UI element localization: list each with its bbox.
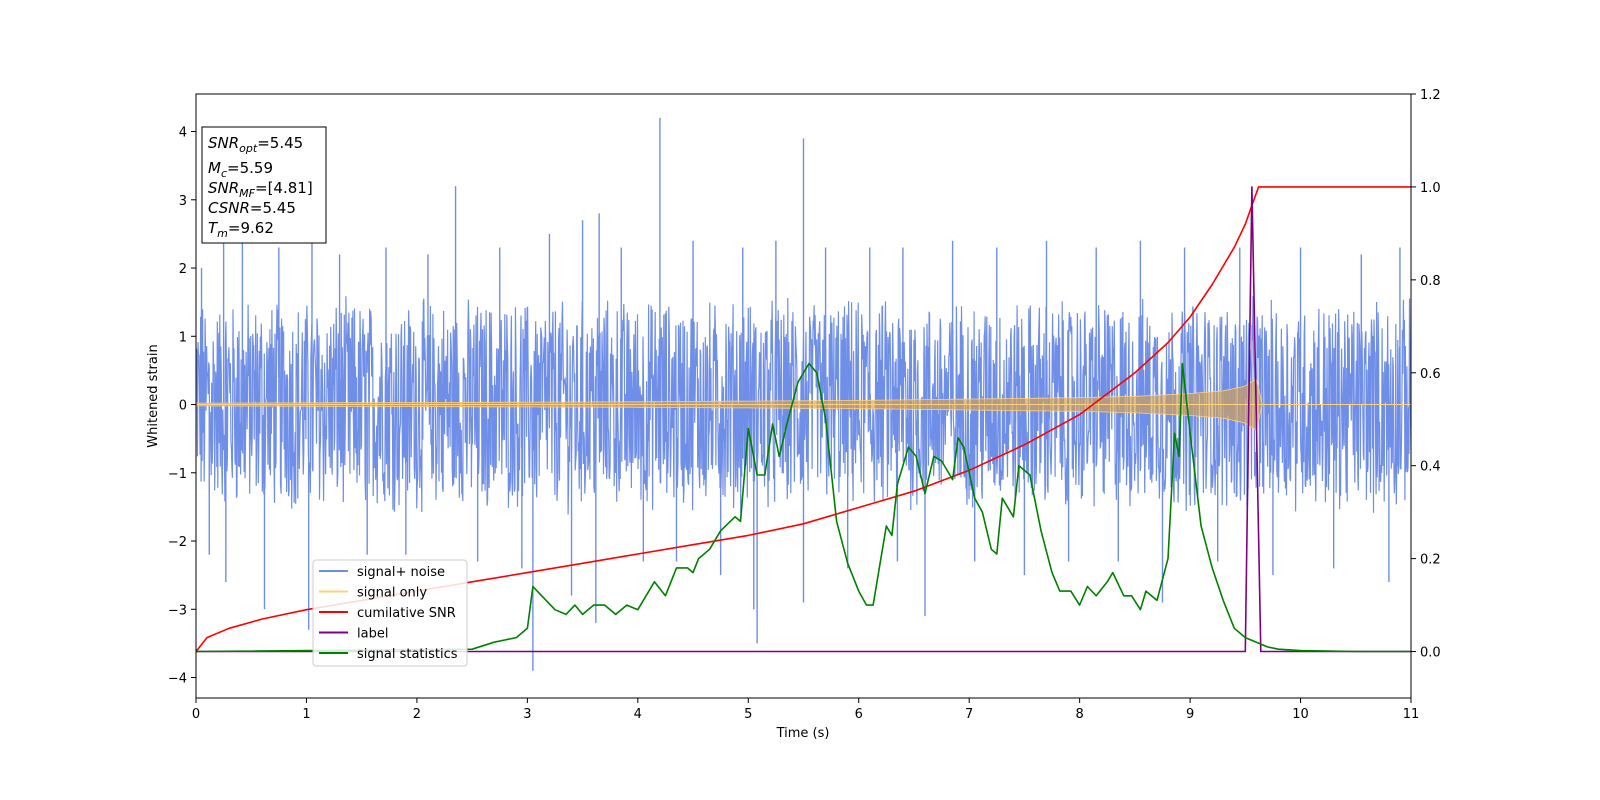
- x-tick-label: 11: [1403, 707, 1420, 722]
- legend-label: signal only: [357, 586, 427, 601]
- x-tick-label: 5: [744, 707, 752, 722]
- y-axis-label: Whitened strain: [146, 344, 161, 447]
- y2-tick-label: 1.2: [1420, 88, 1441, 103]
- annotation-symbol: CSNR: [208, 199, 250, 217]
- y-axis-ticks: 4 3 2 1 0 −1 −2 −3 −4: [168, 126, 196, 687]
- annotation-value: =9.62: [228, 219, 274, 237]
- legend-label: label: [357, 627, 388, 642]
- y2-tick-label: 0.2: [1420, 553, 1441, 568]
- y2-tick-label: 0.4: [1420, 460, 1441, 475]
- annotation-frame: [201, 126, 327, 244]
- annotation-box: SNRopt=5.45Mc=5.59SNRMF=[4.81]CSNR=5.45T…: [201, 126, 327, 244]
- y2-tick-label: 0.6: [1420, 367, 1441, 382]
- y-tick-label: 2: [179, 262, 187, 277]
- y-tick-label: 3: [179, 194, 187, 209]
- x-axis-ticks: 0 1 2 3 4 5 6 7 8 9 10 11: [192, 698, 1419, 722]
- annotation-value: =5.59: [227, 159, 273, 177]
- x-tick-label: 4: [634, 707, 642, 722]
- y2-tick-label: 0.8: [1420, 274, 1441, 289]
- annotation-value: =5.45: [257, 134, 303, 152]
- series-signal-statistics: [196, 362, 1411, 653]
- legend-label: cumilative SNR: [357, 606, 456, 621]
- annotation-subscript: m: [217, 227, 228, 240]
- annotation-line: Tm=9.62: [208, 219, 274, 240]
- x-tick-label: 0: [192, 707, 200, 722]
- annotation-symbol: M: [208, 159, 221, 177]
- annotation-subscript: MF: [239, 187, 255, 200]
- y-tick-label: −1: [168, 467, 187, 482]
- y-tick-label: 4: [179, 126, 187, 141]
- x-tick-label: 10: [1292, 707, 1309, 722]
- y-tick-label: −4: [168, 672, 187, 687]
- annotation-symbol: SNR: [208, 179, 239, 197]
- annotation-subscript: c: [221, 167, 227, 180]
- y-tick-label: 0: [179, 399, 187, 414]
- y-tick-label: 1: [179, 330, 187, 345]
- y-tick-label: −3: [168, 603, 187, 618]
- annotation-line: Mc=5.59: [208, 159, 273, 180]
- x-axis-label: Time (s): [776, 726, 830, 741]
- plot-frame: [195, 93, 1412, 699]
- x-tick-label: 7: [965, 707, 973, 722]
- legend: signal+ noise signal only cumilative SNR la…: [312, 559, 468, 667]
- x-tick-label: 9: [1186, 707, 1194, 722]
- x-tick-label: 6: [855, 707, 863, 722]
- annotation-value: =[4.81]: [255, 179, 313, 197]
- y-tick-label: −2: [168, 535, 187, 550]
- annotation-symbol: SNR: [208, 134, 239, 152]
- annotation-subscript: opt: [239, 142, 258, 155]
- annotation-line: SNRMF=[4.81]: [208, 179, 313, 200]
- y2-tick-label: 0.0: [1420, 646, 1441, 661]
- legend-label: signal statistics: [357, 647, 458, 662]
- x-tick-label: 1: [302, 707, 310, 722]
- annotation-line: SNRopt=5.45: [208, 134, 303, 155]
- x-tick-label: 8: [1075, 707, 1083, 722]
- x-tick-label: 3: [523, 707, 531, 722]
- legend-frame: [312, 559, 468, 667]
- annotation-line: CSNR=5.45: [208, 199, 296, 217]
- legend-label: signal+ noise: [357, 565, 445, 580]
- annotation-value: =5.45: [250, 199, 296, 217]
- y2-tick-label: 1.0: [1420, 181, 1441, 196]
- series-layer: [196, 117, 1411, 671]
- annotation-symbol: T: [208, 219, 219, 237]
- y2-axis-ticks: 1.2 1.0 0.8 0.6 0.4 0.2 0.0: [1411, 88, 1441, 661]
- x-tick-label: 2: [413, 707, 421, 722]
